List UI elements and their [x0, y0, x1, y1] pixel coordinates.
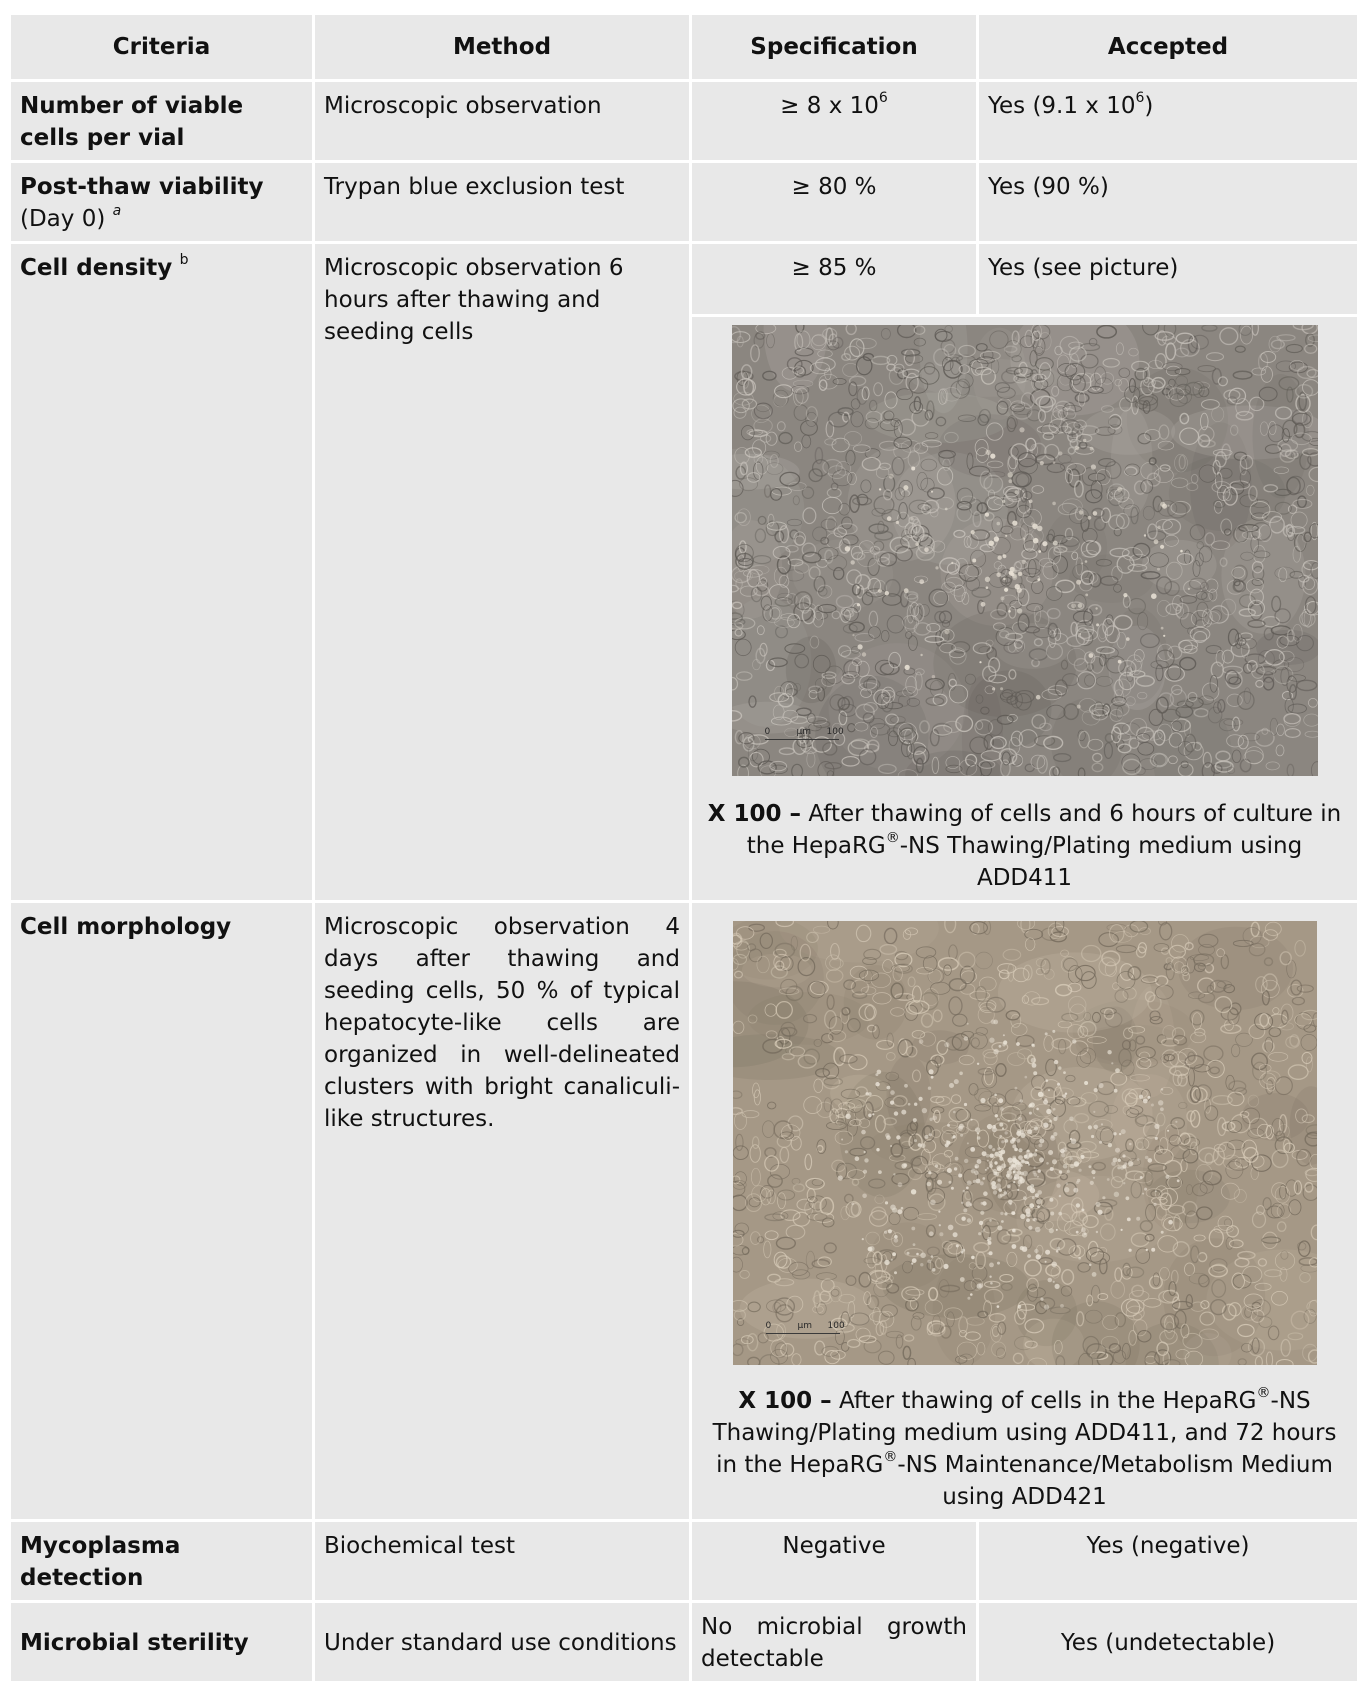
criteria-post-thaw: Post-thaw viability (Day 0) a	[11, 163, 312, 241]
method-cell-morphology: Microscopic observation 4 days after tha…	[315, 903, 689, 1519]
criteria-cell-density: Cell density b	[11, 244, 312, 900]
table-row: Number of viable cells per vial Microsco…	[11, 82, 1357, 160]
spec-cell-density: ≥ 85 %	[692, 244, 976, 314]
header-row: Criteria Method Specification Accepted	[11, 15, 1357, 79]
method-viable-cells: Microscopic observation	[315, 82, 689, 160]
method-mycoplasma: Biochemical test	[315, 1522, 689, 1600]
criteria-cell-morphology: Cell morphology	[11, 903, 312, 1519]
quality-control-table: Criteria Method Specification Accepted N…	[8, 12, 1360, 1684]
accepted-mycoplasma: Yes (negative)	[979, 1522, 1357, 1600]
microscopy-image-density: 0 µm 100	[731, 325, 1318, 776]
header-specification: Specification	[692, 15, 976, 79]
table-row: 0 µm 100 X 100 – After thawing of cells …	[11, 317, 1357, 900]
spec-post-thaw: ≥ 80 %	[692, 163, 976, 241]
cell-morphology-caption: X 100 – After thawing of cells in the He…	[712, 1385, 1337, 1510]
accepted-sterility: Yes (undetectable)	[979, 1603, 1357, 1681]
spec-sterility: No microbial growth detectable	[692, 1603, 976, 1681]
method-cell-density: Microscopic observation 6 hours after th…	[315, 244, 689, 900]
spec-mycoplasma: Negative	[692, 1522, 976, 1600]
accepted-viable-cells: Yes (9.1 x 106)	[979, 82, 1357, 160]
spec-viable-cells: ≥ 8 x 106	[692, 82, 976, 160]
cell-morphology-figure: 0 µm 100 X 100 – After thawing of cells …	[692, 903, 1357, 1519]
table-row: Microbial sterility Under standard use c…	[11, 1603, 1357, 1681]
table-row: Cell morphology Microscopic observation …	[11, 903, 1357, 1519]
cell-density-figure: 0 µm 100 X 100 – After thawing of cells …	[692, 317, 1357, 900]
cell-density-caption: X 100 – After thawing of cells and 6 hou…	[707, 801, 1342, 891]
table-row: Cell density b Microscopic observation 6…	[11, 244, 1357, 900]
accepted-post-thaw: Yes (90 %)	[979, 163, 1357, 241]
method-sterility: Under standard use conditions	[315, 1603, 689, 1681]
microscopy-image-morphology: 0 µm 100	[732, 921, 1317, 1365]
criteria-mycoplasma: Mycoplasma detection	[11, 1522, 312, 1600]
accepted-cell-density: Yes (see picture)	[979, 244, 1357, 314]
header-accepted: Accepted	[979, 15, 1357, 79]
table-row: Mycoplasma detection Biochemical test Ne…	[11, 1522, 1357, 1600]
header-criteria: Criteria	[11, 15, 312, 79]
criteria-sterility: Microbial sterility	[11, 1603, 312, 1681]
criteria-viable-cells: Number of viable cells per vial	[11, 82, 312, 160]
method-post-thaw: Trypan blue exclusion test	[315, 163, 689, 241]
header-method: Method	[315, 15, 689, 79]
table-row: Post-thaw viability (Day 0) a Trypan blue…	[11, 163, 1357, 241]
